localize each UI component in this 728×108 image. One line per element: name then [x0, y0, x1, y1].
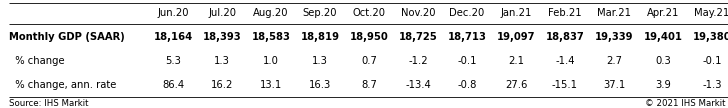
- Text: Mar.21: Mar.21: [597, 9, 631, 18]
- Text: Jul.20: Jul.20: [208, 9, 236, 18]
- Text: 1.0: 1.0: [263, 56, 279, 66]
- Text: 86.4: 86.4: [162, 80, 184, 90]
- Text: -0.1: -0.1: [457, 56, 477, 66]
- Text: Jun.20: Jun.20: [157, 9, 189, 18]
- Text: 1.3: 1.3: [214, 56, 230, 66]
- Text: -1.4: -1.4: [555, 56, 574, 66]
- Text: Dec.20: Dec.20: [449, 9, 485, 18]
- Text: 1.3: 1.3: [312, 56, 328, 66]
- Text: 0.7: 0.7: [361, 56, 377, 66]
- Text: -13.4: -13.4: [405, 80, 431, 90]
- Text: -1.3: -1.3: [703, 80, 721, 90]
- Text: -15.1: -15.1: [552, 80, 578, 90]
- Text: -0.1: -0.1: [703, 56, 721, 66]
- Text: 2.7: 2.7: [606, 56, 622, 66]
- Text: Aug.20: Aug.20: [253, 9, 289, 18]
- Text: 3.9: 3.9: [655, 80, 671, 90]
- Text: 18,164: 18,164: [154, 32, 193, 42]
- Text: -0.8: -0.8: [457, 80, 477, 90]
- Text: Feb.21: Feb.21: [548, 9, 582, 18]
- Text: 18,393: 18,393: [202, 32, 241, 42]
- Text: -1.2: -1.2: [408, 56, 428, 66]
- Text: 19,339: 19,339: [595, 32, 633, 42]
- Text: 16.2: 16.2: [211, 80, 233, 90]
- Text: 8.7: 8.7: [361, 80, 377, 90]
- Text: 19,380: 19,380: [692, 32, 728, 42]
- Text: Nov.20: Nov.20: [400, 9, 435, 18]
- Text: 19,401: 19,401: [644, 32, 682, 42]
- Text: 2.1: 2.1: [508, 56, 524, 66]
- Text: Source: IHS Markit: Source: IHS Markit: [9, 99, 88, 108]
- Text: 27.6: 27.6: [505, 80, 527, 90]
- Text: 18,713: 18,713: [448, 32, 486, 42]
- Text: 0.3: 0.3: [655, 56, 670, 66]
- Text: 13.1: 13.1: [260, 80, 282, 90]
- Text: © 2021 IHS Markit: © 2021 IHS Markit: [645, 99, 725, 108]
- Text: 18,819: 18,819: [301, 32, 339, 42]
- Text: % change, ann. rate: % change, ann. rate: [9, 80, 116, 90]
- Text: Apr.21: Apr.21: [646, 9, 679, 18]
- Text: May.21: May.21: [695, 9, 728, 18]
- Text: 5.3: 5.3: [165, 56, 181, 66]
- Text: 18,837: 18,837: [545, 32, 585, 42]
- Text: 18,583: 18,583: [252, 32, 290, 42]
- Text: 18,950: 18,950: [349, 32, 388, 42]
- Text: % change: % change: [9, 56, 64, 66]
- Text: Monthly GDP (SAAR): Monthly GDP (SAAR): [9, 32, 124, 42]
- Text: 19,097: 19,097: [496, 32, 535, 42]
- Text: 37.1: 37.1: [603, 80, 625, 90]
- Text: 16.3: 16.3: [309, 80, 331, 90]
- Text: 18,725: 18,725: [399, 32, 438, 42]
- Text: Oct.20: Oct.20: [352, 9, 386, 18]
- Text: Sep.20: Sep.20: [303, 9, 337, 18]
- Text: Jan.21: Jan.21: [500, 9, 531, 18]
